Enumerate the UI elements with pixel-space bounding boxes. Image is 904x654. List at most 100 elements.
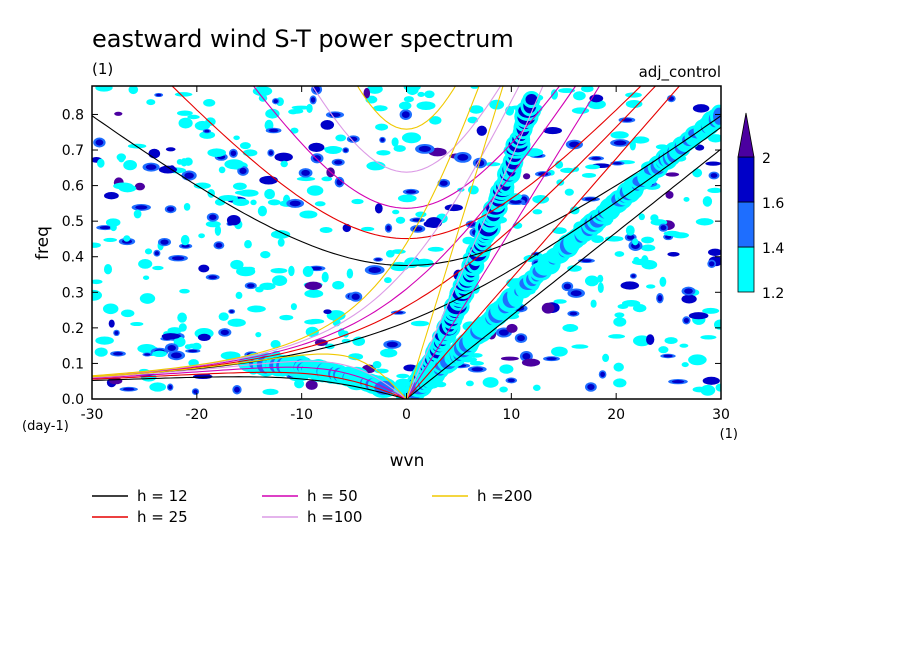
power-cell [389,261,410,272]
power-cell [715,383,721,392]
power-cell [403,86,421,92]
power-cell [234,190,255,196]
power-cell [255,286,264,293]
power-cell [631,274,636,278]
power-cell [581,86,594,93]
dispersion-curves [92,86,721,399]
power-cell [103,263,113,275]
power-cell [270,230,291,239]
power-cell [512,222,523,229]
power-cell [324,310,331,314]
colorbar-swatch [737,156,755,203]
y-tick-label: 0.7 [62,143,84,159]
power-cell [218,166,226,174]
power-cell [109,321,114,327]
power-cell [311,144,322,151]
power-cell [532,384,541,391]
power-cell [200,335,209,340]
power-cell [562,324,579,332]
power-cell [95,86,113,92]
power-cell [218,195,238,201]
power-cell [638,213,645,221]
power-cell [550,89,558,100]
power-cell [368,266,381,274]
y-tick-label: 0.2 [62,321,84,337]
power-cell [307,381,316,389]
y-axis-label: freq [33,226,53,260]
power-cell [288,265,295,277]
power-cell [558,88,576,94]
power-cell [149,382,167,392]
curve-legend: h = 12 h = 25 h = 50 h =100 h =200 [92,487,532,526]
power-cell [708,134,721,143]
power-cell [267,199,281,206]
y-tick-label: 0.1 [62,356,84,372]
power-cell [114,330,119,335]
power-cell [321,271,329,283]
power-cell [544,304,553,312]
power-cell [410,320,430,327]
power-cell [427,246,444,252]
power-cell [136,184,144,189]
power-cell [279,314,294,321]
y-axis: 0.0 0.1 0.2 0.3 0.4 0.5 0.6 0.7 0.8 [62,107,721,408]
chart-subtitle: (1) [92,60,113,78]
power-cell [657,294,663,302]
power-cell [146,99,156,106]
power-cell [714,319,721,330]
power-cell [590,299,597,308]
power-cell [498,329,509,336]
power-cell [431,149,444,155]
power-cell [597,274,604,283]
power-cell [323,121,332,128]
power-cell [625,92,642,98]
power-cell [232,198,250,206]
power-cell [268,150,274,156]
power-cell [305,326,319,338]
power-cell [659,276,667,287]
power-cell [695,105,707,112]
power-cell [177,312,187,323]
power-cell [613,362,624,372]
power-cell [401,111,410,118]
power-cell [517,335,525,342]
y-tick-label: 0.6 [62,179,84,195]
power-cell [499,386,508,393]
power-cell [713,107,721,125]
x-tick-label: 0 [402,407,411,423]
power-cell [294,379,305,389]
power-cell [708,261,715,267]
chart-title: eastward wind S-T power spectrum [92,25,514,53]
power-cell [398,101,412,110]
legend-label: h = 25 [137,508,188,526]
power-cell [180,234,190,246]
power-cell [484,162,501,167]
power-cell [176,110,193,116]
dispersion-curve [92,366,407,399]
power-cell [332,280,345,290]
power-cell [633,256,640,263]
power-cell [710,173,718,178]
power-cell [250,199,257,206]
power-cell [120,309,135,318]
power-cell [242,149,258,157]
power-cell [214,225,222,236]
power-cell [710,250,720,255]
power-cell [113,351,123,356]
power-cell [183,203,191,211]
power-cell [564,188,574,196]
power-cell [313,86,321,93]
power-cell [467,116,479,124]
power-cell [144,353,151,356]
power-cell [168,384,173,390]
power-cell [154,251,160,256]
power-cell [232,182,247,191]
dispersion-curve [252,86,561,209]
power-cell [301,169,310,176]
power-cell [587,99,606,110]
power-cell [375,258,382,261]
power-cell [260,251,271,259]
power-cell [624,282,636,289]
power-cell [629,139,636,151]
